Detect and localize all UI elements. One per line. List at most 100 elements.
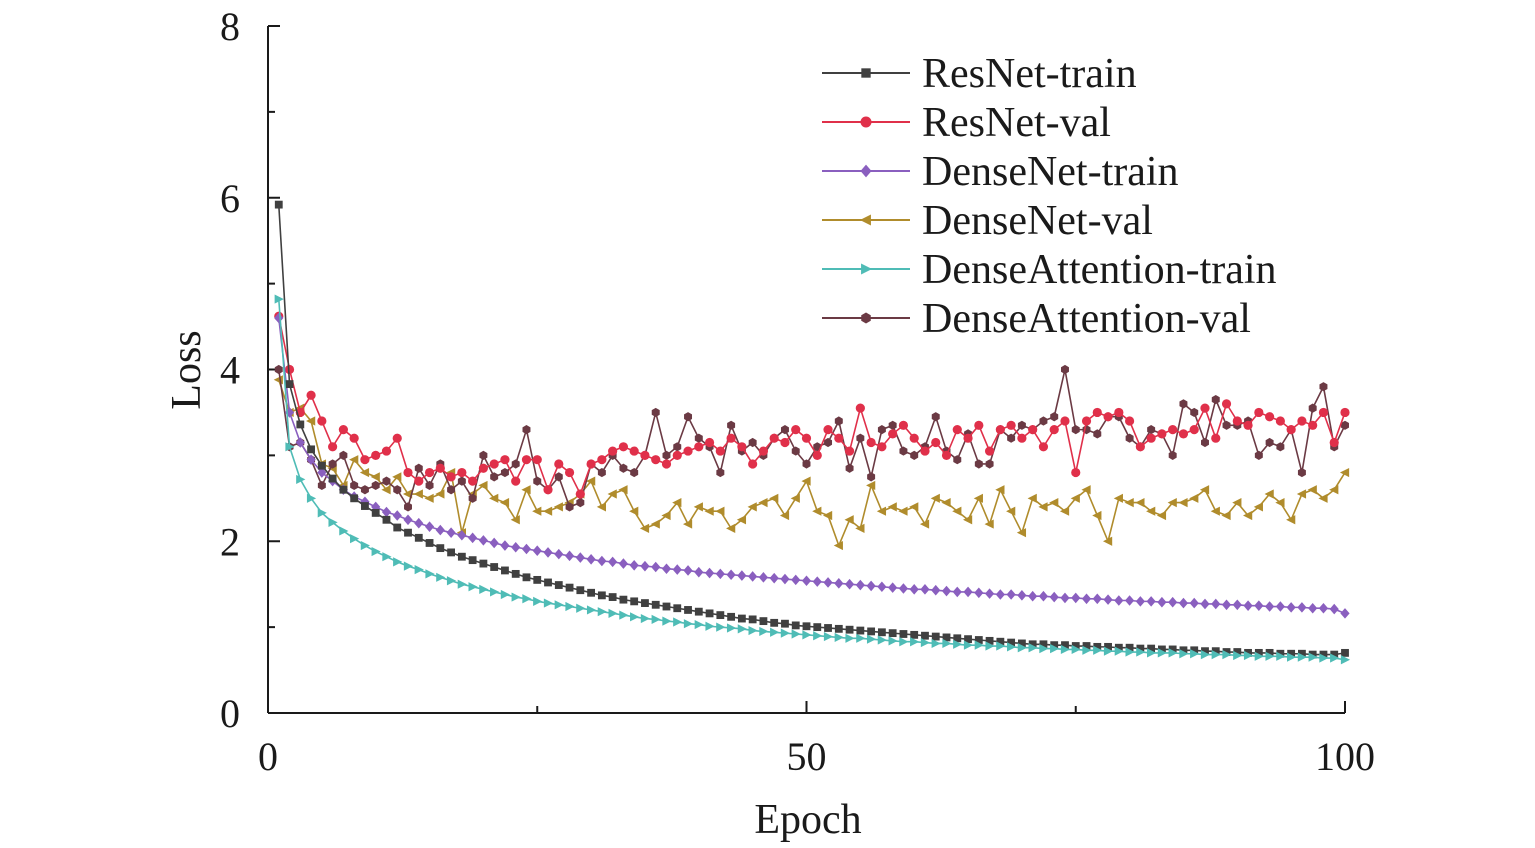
legend-label: ResNet-train bbox=[922, 51, 1137, 97]
data-point bbox=[661, 563, 672, 575]
data-point bbox=[920, 637, 931, 648]
data-point bbox=[338, 425, 348, 435]
data-point bbox=[370, 472, 380, 482]
data-point bbox=[1092, 510, 1102, 521]
data-point bbox=[1027, 493, 1037, 503]
data-point bbox=[1049, 425, 1059, 435]
legend-item: DenseAttention-train bbox=[822, 247, 1277, 293]
data-point bbox=[1135, 442, 1145, 452]
data-point bbox=[1221, 399, 1232, 409]
data-point bbox=[920, 584, 930, 595]
data-point bbox=[511, 541, 521, 553]
data-point bbox=[910, 637, 920, 647]
data-point bbox=[1060, 592, 1070, 604]
data-point bbox=[1329, 603, 1339, 615]
data-point bbox=[759, 617, 768, 626]
data-point bbox=[1135, 596, 1145, 607]
data-point bbox=[1296, 489, 1307, 499]
data-point bbox=[770, 627, 780, 637]
data-point bbox=[1210, 506, 1220, 516]
legend-marker bbox=[861, 263, 873, 275]
data-point bbox=[1319, 653, 1329, 663]
data-point bbox=[1189, 597, 1199, 609]
data-point bbox=[1211, 647, 1220, 656]
data-point bbox=[888, 429, 898, 439]
data-point bbox=[1222, 420, 1231, 430]
data-point bbox=[833, 540, 843, 551]
data-point bbox=[823, 425, 833, 435]
ticks: 0 2 4 6 8 0 50 100 bbox=[220, 4, 1375, 779]
data-point bbox=[704, 437, 715, 448]
data-point bbox=[435, 524, 445, 536]
data-point bbox=[1157, 648, 1167, 658]
legend-label: DenseAttention-train bbox=[922, 247, 1277, 293]
data-point bbox=[350, 534, 360, 544]
data-point bbox=[1190, 649, 1200, 659]
data-point bbox=[790, 493, 800, 503]
data-point bbox=[974, 459, 983, 469]
data-point bbox=[1329, 485, 1339, 495]
data-point bbox=[661, 459, 672, 469]
data-point bbox=[1136, 647, 1146, 657]
data-point bbox=[845, 463, 854, 473]
data-point bbox=[1093, 645, 1103, 655]
data-point bbox=[770, 618, 779, 627]
data-point bbox=[824, 437, 833, 448]
data-point bbox=[1329, 437, 1339, 448]
legend-label: DenseNet-train bbox=[922, 149, 1179, 195]
data-point bbox=[1103, 412, 1113, 422]
data-point bbox=[1308, 403, 1317, 413]
data-point bbox=[1038, 590, 1049, 602]
data-point bbox=[543, 485, 553, 495]
data-point bbox=[769, 572, 779, 584]
data-point bbox=[844, 578, 855, 590]
y-tick-label: 8 bbox=[220, 4, 240, 49]
data-point bbox=[1276, 649, 1285, 658]
data-point bbox=[672, 450, 682, 460]
data-point bbox=[307, 445, 315, 454]
data-point bbox=[855, 579, 865, 591]
data-point bbox=[360, 485, 369, 495]
data-point bbox=[867, 627, 876, 636]
series-line bbox=[278, 379, 1346, 548]
data-point bbox=[576, 586, 585, 595]
data-point bbox=[1168, 450, 1177, 460]
data-point bbox=[500, 589, 510, 600]
data-point bbox=[909, 502, 919, 512]
data-point bbox=[629, 506, 639, 516]
data-point bbox=[1232, 498, 1242, 508]
data-point bbox=[597, 591, 606, 600]
data-point bbox=[586, 605, 597, 615]
series-line bbox=[277, 299, 1346, 661]
data-point bbox=[1060, 364, 1069, 375]
data-point bbox=[672, 564, 682, 575]
data-point bbox=[780, 628, 791, 638]
data-point bbox=[1265, 648, 1274, 657]
data-point bbox=[812, 506, 822, 516]
data-point bbox=[780, 573, 790, 585]
data-point bbox=[619, 463, 628, 473]
data-point bbox=[1114, 646, 1124, 656]
data-point bbox=[608, 593, 617, 601]
data-point bbox=[447, 485, 456, 495]
data-point bbox=[931, 638, 941, 649]
data-point bbox=[962, 515, 973, 525]
data-point bbox=[641, 599, 649, 607]
data-point bbox=[1232, 599, 1242, 611]
data-point bbox=[769, 433, 779, 443]
y-tick-label: 6 bbox=[220, 176, 240, 221]
data-point bbox=[1254, 407, 1264, 418]
data-point bbox=[888, 582, 898, 593]
data-point bbox=[941, 585, 952, 597]
data-point bbox=[306, 493, 317, 503]
data-point bbox=[694, 619, 704, 630]
data-point bbox=[899, 446, 908, 456]
data-point bbox=[844, 515, 854, 525]
data-point bbox=[565, 502, 574, 512]
data-point bbox=[533, 575, 542, 584]
data-point bbox=[694, 607, 703, 616]
data-point bbox=[350, 480, 359, 491]
data-point bbox=[1340, 655, 1351, 665]
data-point bbox=[1093, 642, 1102, 651]
